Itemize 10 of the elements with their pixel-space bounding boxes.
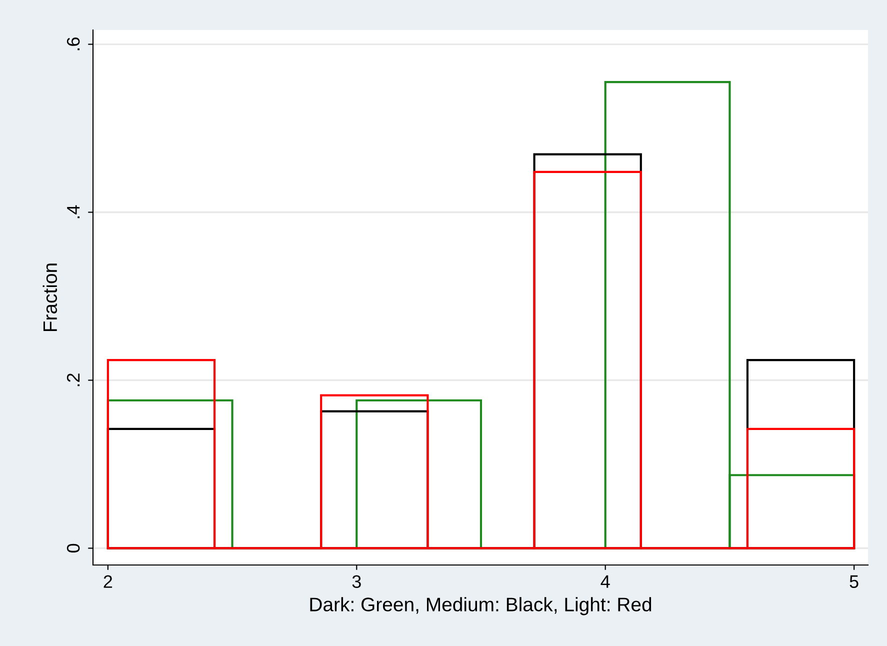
x-tick-label: 3: [352, 575, 361, 588]
y-axis-title: Fraction: [42, 264, 58, 332]
y-tick-label: 0: [66, 544, 80, 553]
y-tick-label: .6: [66, 38, 80, 50]
x-tick-label: 5: [850, 575, 858, 588]
x-axis-title: Dark: Green, Medium: Black, Light: Red: [310, 597, 652, 616]
x-tick-label: 2: [104, 575, 112, 588]
y-tick-label: .2: [66, 374, 80, 386]
x-tick-label: 4: [600, 575, 610, 588]
y-tick-label: .4: [67, 205, 80, 218]
